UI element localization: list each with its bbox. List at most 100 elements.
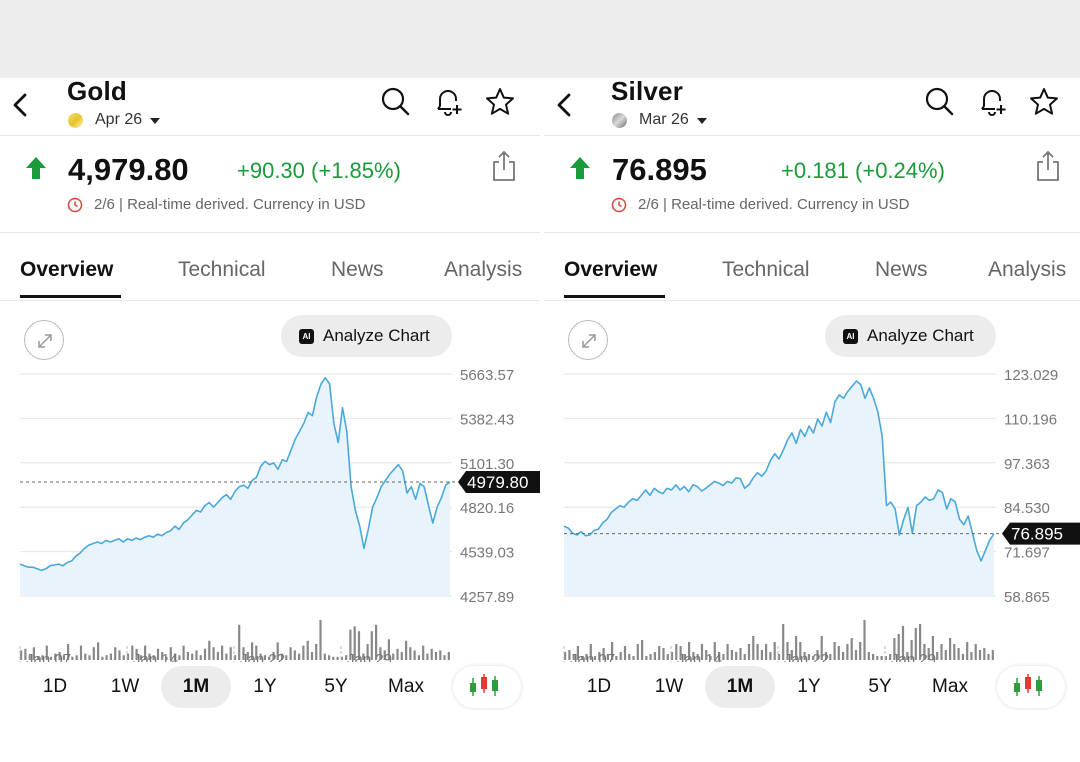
active-tab-indicator: [20, 295, 121, 298]
tab-analysis[interactable]: Analysis: [988, 258, 1067, 281]
volume-bar: [92, 647, 95, 660]
volume-bar: [97, 642, 100, 660]
range-5y[interactable]: 5Y: [868, 676, 892, 697]
tab-overview[interactable]: Overview: [20, 258, 114, 281]
tab-technical[interactable]: Technical: [178, 258, 266, 281]
volume-bar: [623, 646, 627, 660]
volume-bar: [683, 654, 686, 660]
range-1d[interactable]: 1D: [586, 676, 612, 697]
price-chart[interactable]: 123.029 110.196 97.363 84.530 71.697 58.865 76…: [544, 362, 1080, 662]
volume-bar: [572, 654, 575, 660]
volume-bar: [705, 650, 708, 660]
contract-label: Mar 26: [639, 111, 689, 128]
chart-type-button[interactable]: [453, 666, 521, 708]
x-tick-label: Jan 07: [570, 651, 615, 662]
volume-bar: [927, 648, 930, 660]
range-1w[interactable]: 1W: [654, 676, 684, 697]
share-icon[interactable]: [490, 150, 518, 182]
tab-analysis[interactable]: Analysis: [444, 258, 523, 281]
tab-technical[interactable]: Technical: [722, 258, 810, 281]
volume-bar: [889, 654, 892, 660]
y-tick-label: 5101.30: [460, 456, 514, 473]
volume-bar: [628, 654, 631, 660]
volume-bar: [62, 655, 65, 660]
volume-bar: [268, 656, 271, 660]
volume-bar: [276, 642, 279, 660]
volume-bar: [670, 652, 674, 660]
volume-bar: [156, 648, 160, 660]
search-icon[interactable]: [924, 86, 956, 118]
volume-bar: [752, 636, 755, 660]
range-max[interactable]: Max: [932, 676, 968, 697]
volume-bar: [259, 653, 262, 660]
contract-selector[interactable]: Apr 26: [68, 111, 161, 129]
back-icon[interactable]: [552, 90, 576, 120]
volume-bar: [978, 650, 982, 660]
volume-bar: [383, 650, 386, 660]
expand-chart-button[interactable]: [568, 320, 608, 360]
analyze-chart-button[interactable]: AI Analyze Chart: [825, 315, 996, 357]
analyze-chart-button[interactable]: AI Analyze Chart: [281, 315, 452, 357]
volume-bar: [32, 647, 35, 660]
chart-type-button[interactable]: [997, 666, 1065, 708]
tab-news[interactable]: News: [331, 258, 384, 281]
volume-bar: [790, 650, 793, 660]
volume-bar: [576, 646, 579, 660]
tab-news[interactable]: News: [875, 258, 928, 281]
range-max[interactable]: Max: [388, 676, 424, 697]
volume-bar: [936, 652, 939, 660]
volume-bar: [105, 655, 108, 660]
volume-bar: [349, 629, 352, 660]
range-5y[interactable]: 5Y: [324, 676, 348, 697]
price-area: [564, 381, 994, 596]
volume-bar: [439, 650, 442, 660]
volume-bar: [991, 650, 994, 660]
range-1m[interactable]: 1M: [161, 666, 231, 708]
price-chart[interactable]: 5663.57 5382.43 5101.30 4820.16 4539.03 4257.…: [0, 362, 540, 662]
header: Silver Mar 26: [544, 78, 1080, 135]
volume-bar: [340, 656, 343, 660]
volume-bar: [606, 654, 609, 660]
bell-plus-icon[interactable]: [432, 86, 464, 118]
range-1y[interactable]: 1Y: [797, 676, 821, 697]
y-tick-label: 58.865: [1004, 589, 1050, 606]
volume-bar: [323, 653, 326, 660]
volume-bar: [829, 654, 832, 660]
star-icon[interactable]: [484, 86, 516, 118]
volume-bar: [824, 652, 828, 660]
volume-bar: [88, 655, 91, 660]
y-tick-label: 123.029: [1004, 367, 1058, 384]
range-1y[interactable]: 1Y: [253, 676, 277, 697]
volume-bar: [114, 647, 117, 660]
range-1w[interactable]: 1W: [110, 676, 140, 697]
contract-selector[interactable]: Mar 26: [612, 111, 707, 129]
volume-bar: [285, 655, 288, 660]
volume-bar: [20, 650, 23, 660]
volume-bar: [131, 645, 134, 660]
volume-bar: [375, 624, 378, 660]
quote-meta-text: 2/6 | Real-time derived. Currency in USD: [94, 196, 366, 213]
volume-bar: [362, 653, 365, 660]
header: Gold Apr 26: [0, 78, 540, 135]
range-1m[interactable]: 1M: [705, 666, 775, 708]
tab-overview[interactable]: Overview: [564, 258, 658, 281]
back-icon[interactable]: [8, 90, 32, 120]
volume-bar: [195, 650, 198, 660]
volume-bar: [568, 650, 571, 660]
search-icon[interactable]: [380, 86, 412, 118]
volume-bar: [876, 656, 879, 660]
star-icon[interactable]: [1028, 86, 1060, 118]
header-divider: [544, 135, 1080, 136]
volume-bar: [289, 647, 292, 660]
volume-bar: [165, 656, 168, 660]
ai-icon: AI: [843, 328, 858, 344]
volume-bar: [747, 644, 751, 660]
x-tick-label: Jan 22: [240, 651, 285, 662]
expand-chart-button[interactable]: [24, 320, 64, 360]
volume-bar: [67, 644, 70, 660]
quote-summary: 4,979.80 +90.30 (+1.85%) 2/6 | Real-time…: [0, 138, 540, 232]
bell-plus-icon[interactable]: [976, 86, 1008, 118]
share-icon[interactable]: [1034, 150, 1062, 182]
x-tick-label: Jan 22: [784, 651, 829, 662]
range-1d[interactable]: 1D: [42, 676, 68, 697]
